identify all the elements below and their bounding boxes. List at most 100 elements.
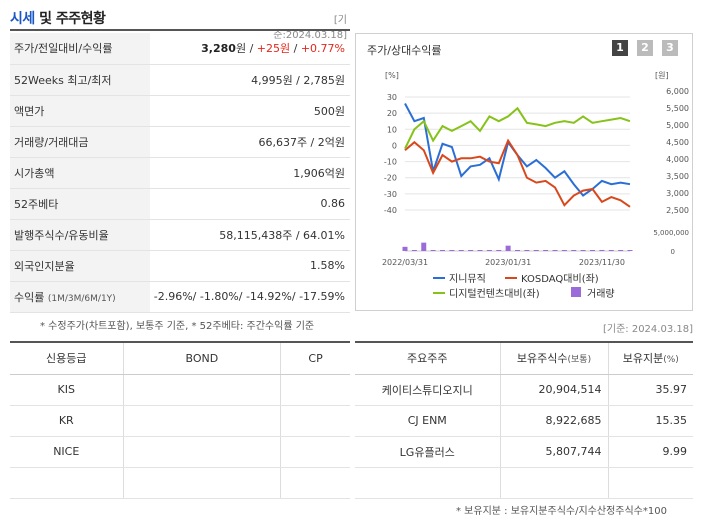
agency-cell [10, 467, 124, 499]
left-tick-label: -30 [384, 190, 397, 199]
holder-stake: 15.35 [608, 405, 693, 437]
holder-shares: 20,904,514 [500, 374, 609, 406]
row-value: 0.86 [150, 188, 350, 220]
volume-bar [477, 250, 483, 251]
x-tick-label: 2022/03/31 [382, 258, 428, 267]
series-line [404, 106, 631, 150]
table-row: 케이티스튜디오지니 20,904,514 35.97 [355, 374, 693, 406]
cp-cell [280, 436, 350, 468]
major-shareholders-table: 주요주주 보유주식수(보통) 보유지분(%) 케이티스튜디오지니 20,904,5… [355, 343, 693, 499]
right-tick-label: 2,500 [666, 206, 689, 215]
volume-bar [496, 250, 502, 251]
left-tick-label: 30 [387, 93, 397, 102]
bond-cell [123, 374, 282, 406]
table-row [355, 467, 693, 499]
left-tick-label: -40 [384, 206, 397, 215]
stake-header: 보유지분 [622, 352, 664, 366]
chart-axes: 30 20 10 0 -10 -20 -30 -40 6,000 5,500 5,000 4,500 4… [382, 87, 689, 267]
series-line [404, 138, 631, 208]
chart-page-1-button[interactable]: 1 [612, 40, 628, 56]
price-change: +25원 [256, 42, 291, 56]
volume-bar [543, 250, 549, 251]
column-header: 주요주주 [355, 343, 501, 375]
holder-stake [608, 467, 693, 499]
left-tick-label: -20 [384, 174, 397, 183]
right-tick-label: 5,500 [666, 104, 689, 113]
agency-cell: KR [10, 405, 124, 437]
row-value: 4,995원 / 2,785원 [150, 64, 350, 96]
table-row: 52주베타 0.86 [10, 188, 350, 220]
chart-lines [404, 103, 631, 208]
right-tick-label: 4,000 [666, 155, 689, 164]
row-value: 58,115,438주 / 64.01% [150, 219, 350, 251]
left-tick-label: -10 [384, 158, 397, 167]
volume-bar [449, 250, 455, 251]
row-label: 52Weeks 최고/최저 [10, 64, 150, 96]
column-header: 보유지분(%) [608, 343, 693, 375]
row-label: 외국인지분율 [10, 250, 150, 282]
volume-bar [533, 250, 539, 251]
right-tick-label: 4,500 [666, 138, 689, 147]
title-rest: 주주현황 [55, 11, 106, 27]
holder-name: 케이티스튜디오지니 [355, 374, 501, 406]
holder-name: LG유플러스 [355, 436, 501, 468]
volume-bar [627, 250, 633, 251]
right-tick-label: 5,000 [666, 121, 689, 130]
table-row: 거래량/거래대금 66,637주 / 2억원 [10, 126, 350, 158]
x-tick-label: 2023/01/31 [485, 258, 531, 267]
row-label: 발행주식수/유동비율 [10, 219, 150, 251]
right-tick-label: 6,000 [666, 87, 689, 96]
column-header: CP [280, 343, 350, 375]
legend-label: 지니뮤직 [449, 273, 486, 285]
header-divider [10, 29, 350, 31]
table-row: KIS [10, 374, 350, 406]
holder-name: CJ ENM [355, 405, 501, 437]
title-sep: 및 [34, 11, 56, 27]
chart-page-3-button[interactable]: 3 [662, 40, 678, 56]
cp-cell [280, 467, 350, 499]
row-label: 거래량/거래대금 [10, 126, 150, 158]
table-row: LG유플러스 5,807,744 9.99 [355, 436, 693, 468]
shares-header: 보유주식수 [516, 352, 568, 366]
table-header-row: 주요주주 보유주식수(보통) 보유지분(%) [355, 343, 693, 375]
left-tick-label: 20 [387, 109, 397, 118]
volume-bar [430, 250, 436, 251]
holder-shares: 5,807,744 [500, 436, 609, 468]
row-label: 주가/전일대비/수익률 [10, 33, 150, 65]
column-header: BOND [123, 343, 282, 375]
holder-table-divider [355, 341, 693, 343]
price-unit: 원 [235, 42, 247, 56]
holder-name [355, 467, 501, 499]
row-label: 수익률 (1M/3M/6M/1Y) [10, 281, 150, 313]
table-row: 주가/전일대비/수익률 3,280원 / +25원 / +0.77% [10, 33, 350, 65]
stats-footnote: * 수정주가(차트포함), 보통주 기준, * 52주베타: 주간수익률 기준 [40, 321, 315, 332]
chart-page-2-button[interactable]: 2 [637, 40, 653, 56]
table-row: CJ ENM 8,922,685 15.35 [355, 405, 693, 437]
agency-cell: KIS [10, 374, 124, 406]
volume-bar [458, 250, 464, 251]
table-row: 외국인지분율 1.58% [10, 250, 350, 282]
legend-label: 거래량 [587, 288, 615, 300]
table-row: 52Weeks 최고/최저 4,995원 / 2,785원 [10, 64, 350, 96]
row-value: 500원 [150, 95, 350, 127]
credit-rating-table: 신용등급 BOND CP KIS KR NICE [10, 343, 350, 499]
reference-date-2: [기준: 2024.03.18] [602, 324, 693, 335]
returns-periods: (1M/3M/6M/1Y) [47, 293, 116, 304]
right-tick-label: 3,000 [666, 189, 689, 198]
right-tick-label: 3,500 [666, 172, 689, 181]
credit-table-divider [10, 341, 350, 343]
left-axis-unit: [%] [385, 71, 399, 80]
series-line [404, 103, 631, 197]
sep: / [290, 42, 301, 56]
table-row: 발행주식수/유동비율 58,115,438주 / 64.01% [10, 219, 350, 251]
table-row: 수익률 (1M/3M/6M/1Y) -2.96%/ -1.80%/ -14.92… [10, 281, 350, 313]
sep: / [246, 42, 257, 56]
volume-bar [590, 250, 595, 251]
holders-footnote: * 보유지분 : 보유지분주식수/지수산정주식수*100 [456, 506, 667, 517]
returns-label: 수익률 [14, 290, 45, 304]
right-axis-unit: [원] [655, 71, 669, 80]
bond-cell [123, 467, 282, 499]
holder-stake: 9.99 [608, 436, 693, 468]
table-row [10, 467, 350, 499]
legend-label: KOSDAQ대비(좌) [521, 273, 599, 285]
